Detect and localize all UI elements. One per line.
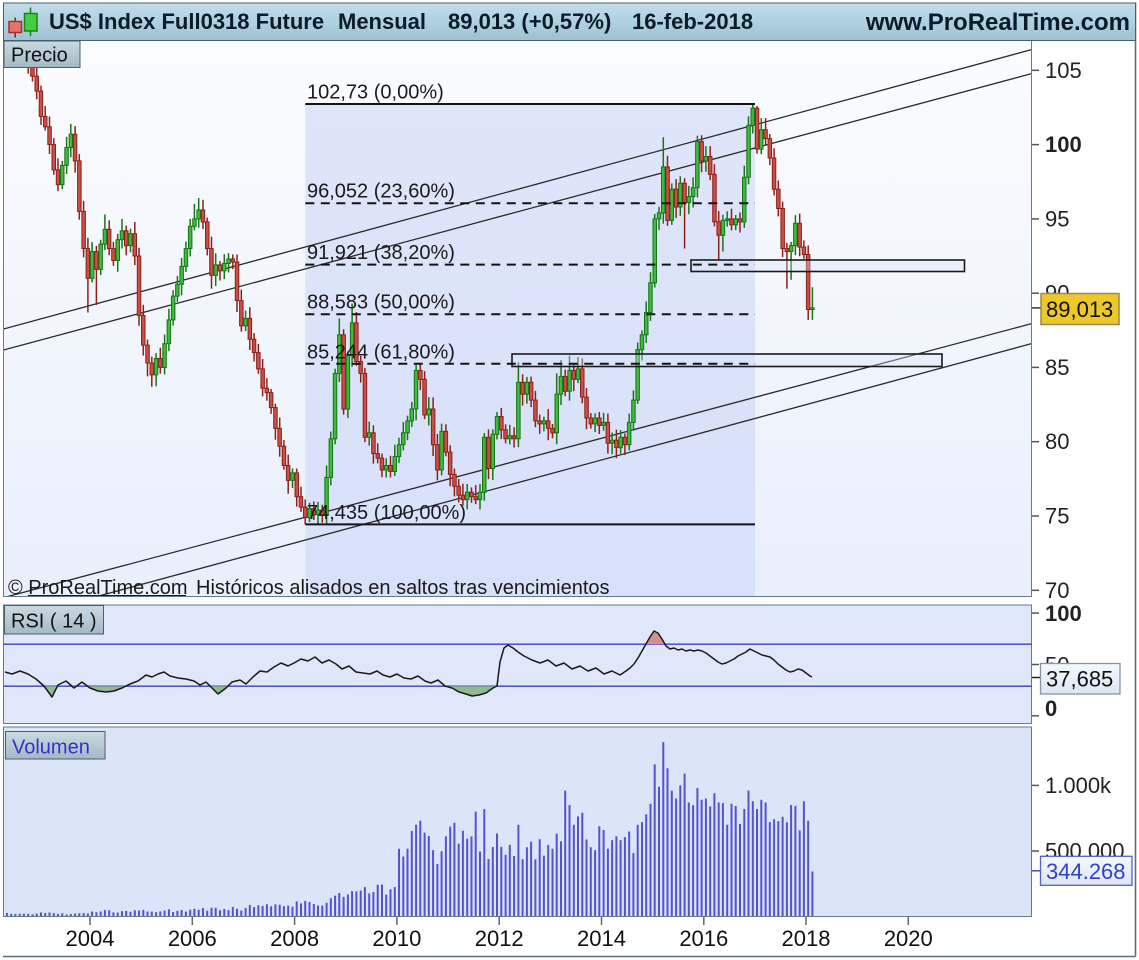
- svg-text:89,013: 89,013: [1046, 297, 1113, 322]
- svg-text:2020: 2020: [884, 926, 933, 951]
- svg-text:www.ProRealTime.com: www.ProRealTime.com: [865, 9, 1130, 36]
- svg-text:70: 70: [1045, 578, 1069, 603]
- svg-text:Históricos alisados en saltos: Históricos alisados en saltos tras venci…: [196, 577, 610, 599]
- svg-text:2012: 2012: [475, 926, 524, 951]
- svg-text:74,435 (100,00%): 74,435 (100,00%): [307, 502, 466, 524]
- svg-text:2018: 2018: [782, 926, 831, 951]
- svg-text:105: 105: [1045, 58, 1082, 83]
- svg-text:2008: 2008: [270, 926, 319, 951]
- svg-text:Precio: Precio: [11, 45, 68, 67]
- svg-text:89,013 (+0,57%): 89,013 (+0,57%): [448, 9, 611, 34]
- svg-text:344.268: 344.268: [1046, 859, 1126, 884]
- svg-text:Volumen: Volumen: [12, 737, 90, 759]
- svg-text:95: 95: [1045, 206, 1069, 231]
- svg-text:1.000k: 1.000k: [1045, 773, 1112, 798]
- svg-text:2016: 2016: [679, 926, 728, 951]
- svg-text:100: 100: [1045, 132, 1082, 157]
- svg-text:US$ Index Full0318 Future: US$ Index Full0318 Future: [49, 9, 324, 34]
- svg-text:0: 0: [1045, 696, 1057, 721]
- svg-text:16-feb-2018: 16-feb-2018: [632, 9, 753, 34]
- svg-text:Mensual: Mensual: [338, 9, 426, 34]
- svg-text:2014: 2014: [577, 926, 626, 951]
- svg-text:88,583 (50,00%): 88,583 (50,00%): [307, 292, 455, 314]
- svg-text:37,685: 37,685: [1046, 667, 1113, 692]
- svg-text:2004: 2004: [66, 926, 115, 951]
- svg-text:80: 80: [1045, 429, 1069, 454]
- svg-text:85: 85: [1045, 355, 1069, 380]
- svg-text:© ProRealTime.com: © ProRealTime.com: [8, 577, 188, 599]
- svg-text:2006: 2006: [168, 926, 217, 951]
- svg-text:85,244 (61,80%): 85,244 (61,80%): [307, 341, 455, 363]
- svg-text:RSI ( 14 ): RSI ( 14 ): [11, 611, 97, 633]
- svg-text:75: 75: [1045, 504, 1069, 529]
- svg-text:2010: 2010: [372, 926, 421, 951]
- svg-text:91,921 (38,20%): 91,921 (38,20%): [307, 242, 455, 264]
- svg-text:102,73 (0,00%): 102,73 (0,00%): [307, 82, 444, 104]
- svg-text:96,052 (23,60%): 96,052 (23,60%): [307, 181, 455, 203]
- svg-text:100: 100: [1045, 601, 1082, 626]
